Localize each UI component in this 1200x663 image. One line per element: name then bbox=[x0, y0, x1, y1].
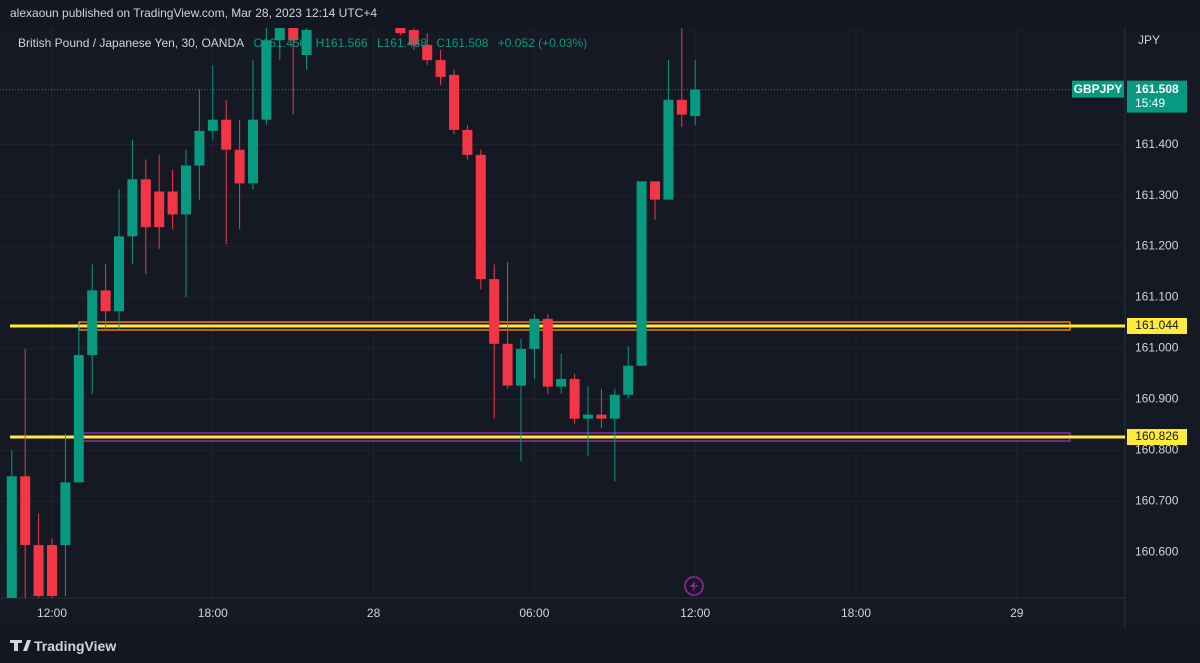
plot bbox=[0, 28, 1125, 598]
y-tick-label: 160.900 bbox=[1135, 392, 1179, 406]
body bbox=[583, 414, 593, 419]
footer-brand: TradingView bbox=[34, 638, 117, 654]
level-tag bbox=[1127, 429, 1187, 446]
body bbox=[422, 44, 433, 61]
level-label: 161.044 bbox=[1135, 318, 1179, 332]
body bbox=[569, 378, 580, 419]
y-unit: JPY bbox=[1138, 33, 1160, 47]
body bbox=[690, 89, 701, 117]
body bbox=[20, 476, 31, 546]
publisher: alexaoun published on TradingView.com, M… bbox=[10, 6, 378, 20]
y-tick-label: 161.000 bbox=[1135, 341, 1179, 355]
top-bar bbox=[0, 0, 1200, 28]
legend: British Pound / Japanese Yen, 30, OANDA … bbox=[18, 36, 593, 50]
body bbox=[556, 378, 567, 387]
x-tick-label: 18:00 bbox=[841, 606, 871, 620]
body bbox=[663, 99, 674, 200]
body bbox=[475, 154, 486, 280]
body bbox=[502, 343, 513, 386]
ohlc-open: O161.456 bbox=[253, 36, 307, 50]
body bbox=[140, 179, 151, 228]
body bbox=[73, 355, 84, 483]
body bbox=[207, 119, 218, 131]
x-tick-label: 18:00 bbox=[198, 606, 228, 620]
body bbox=[516, 348, 526, 386]
body bbox=[127, 179, 138, 237]
body bbox=[167, 191, 178, 215]
body bbox=[234, 149, 245, 184]
ohlc-change: +0.052 (+0.03%) bbox=[497, 36, 588, 50]
body bbox=[154, 191, 165, 228]
body bbox=[60, 482, 71, 546]
x-tick-label: 28 bbox=[367, 606, 381, 620]
body bbox=[529, 318, 540, 349]
lightning-icon bbox=[684, 576, 704, 596]
body bbox=[100, 290, 111, 312]
body bbox=[609, 394, 620, 419]
body bbox=[435, 60, 446, 77]
price-tag bbox=[1127, 80, 1187, 113]
x-tick-label: 29 bbox=[1010, 606, 1024, 620]
ohlc-close: C161.508 bbox=[436, 36, 489, 50]
body bbox=[395, 28, 406, 34]
y-tick-label: 160.700 bbox=[1135, 493, 1179, 507]
body bbox=[623, 365, 634, 395]
level-tag bbox=[1127, 317, 1187, 334]
body bbox=[261, 40, 272, 120]
body bbox=[194, 130, 205, 166]
body bbox=[274, 28, 285, 41]
y-tick-label: 160.600 bbox=[1135, 544, 1179, 558]
body bbox=[288, 28, 299, 41]
symbol-title: British Pound / Japanese Yen, 30, OANDA bbox=[18, 36, 245, 50]
body bbox=[6, 476, 17, 598]
body bbox=[462, 129, 473, 155]
body bbox=[33, 545, 44, 596]
body bbox=[47, 545, 57, 596]
body bbox=[676, 99, 687, 115]
x-tick-label: 06:00 bbox=[519, 606, 549, 620]
body bbox=[114, 236, 124, 312]
tv-logo bbox=[10, 640, 31, 651]
y-tick-label: 161.400 bbox=[1135, 137, 1179, 151]
symbol-label: GBPJPY bbox=[1074, 82, 1123, 96]
price-label: 161.508 bbox=[1135, 82, 1179, 96]
body bbox=[650, 181, 660, 200]
body bbox=[248, 119, 258, 184]
footer-bar bbox=[0, 628, 1200, 663]
body bbox=[87, 290, 98, 356]
ohlc-high: H161.566 bbox=[315, 36, 368, 50]
body bbox=[449, 74, 459, 130]
body bbox=[596, 414, 607, 419]
body bbox=[181, 165, 191, 215]
body bbox=[636, 181, 647, 366]
body bbox=[489, 279, 500, 344]
y-tick-label: 160.800 bbox=[1135, 442, 1179, 456]
y-tick-label: 161.200 bbox=[1135, 239, 1179, 253]
body bbox=[542, 318, 553, 387]
x-tick-label: 12:00 bbox=[680, 606, 710, 620]
symbol-tag bbox=[1072, 80, 1124, 98]
body bbox=[221, 119, 232, 150]
x-tick-label: 12:00 bbox=[37, 606, 67, 620]
level-label: 160.826 bbox=[1135, 429, 1179, 443]
y-tick-label: 161.100 bbox=[1135, 290, 1179, 304]
body bbox=[408, 30, 419, 45]
countdown-label: 15:49 bbox=[1135, 96, 1165, 110]
y-tick-label: 161.300 bbox=[1135, 188, 1179, 202]
body bbox=[301, 30, 312, 55]
ohlc-low: L161.438 bbox=[376, 36, 428, 50]
